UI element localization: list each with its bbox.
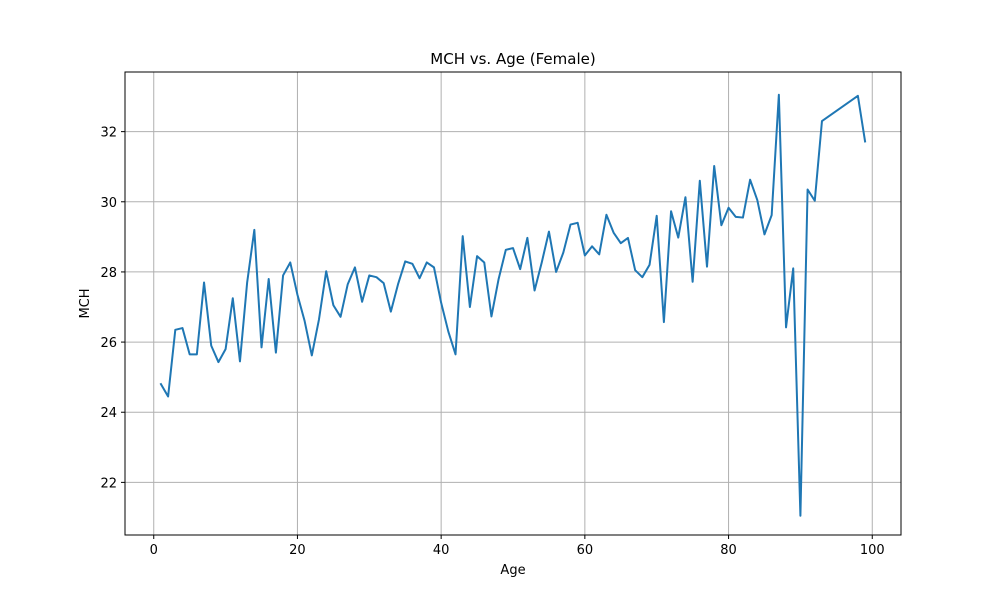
y-tick-label: 28 (100, 266, 117, 281)
y-tick-label: 30 (100, 196, 117, 211)
x-tick-label: 80 (720, 543, 737, 558)
x-axis-label: Age (500, 563, 525, 578)
y-axis-label: MCH (78, 288, 93, 318)
series-layer (159, 93, 867, 517)
y-tick-label: 22 (100, 476, 117, 491)
y-tick-label: 26 (100, 336, 117, 351)
y-tick-label: 32 (100, 126, 117, 141)
x-tick-label: 0 (150, 543, 158, 558)
grid-lines (125, 72, 901, 535)
x-tick-label: 40 (433, 543, 450, 558)
x-tick-label: 60 (577, 543, 594, 558)
chart-title: MCH vs. Age (Female) (430, 50, 595, 68)
x-tick-label: 100 (860, 543, 885, 558)
x-tick-label: 20 (289, 543, 306, 558)
y-tick-label: 24 (100, 406, 117, 421)
series-line (159, 93, 867, 517)
plot-area-frame (124, 71, 902, 536)
axis-ticks: 0 20 40 60 80 100 22 24 26 28 30 32 (100, 126, 884, 558)
